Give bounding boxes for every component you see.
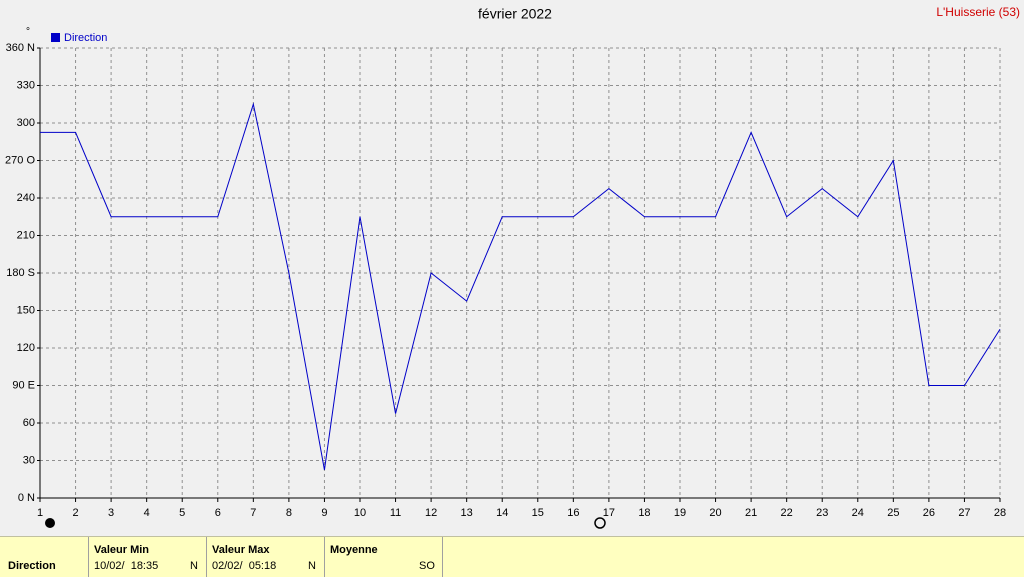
y-tick-label: 330	[17, 79, 35, 91]
summary-table: Direction Valeur Min 10/02/ 18:35 N Vale…	[0, 536, 1024, 577]
legend-swatch	[51, 33, 60, 42]
y-tick-label: 30	[23, 454, 35, 466]
row-label: Direction	[8, 560, 56, 572]
x-tick-label: 10	[354, 507, 366, 519]
x-tick-label: 14	[496, 507, 508, 519]
y-tick-label: 360 N	[6, 42, 35, 54]
col-header: Valeur Max	[212, 544, 270, 556]
x-tick-label: 26	[923, 507, 935, 519]
x-tick-label: 17	[603, 507, 615, 519]
location: L'Huisserie (53)	[936, 5, 1020, 19]
col-header: Moyenne	[330, 544, 378, 556]
x-tick-label: 28	[994, 507, 1006, 519]
legend-label: Direction	[64, 32, 107, 44]
x-tick-label: 3	[108, 507, 114, 519]
y-tick-label: 300	[17, 117, 35, 129]
x-tick-label: 13	[461, 507, 473, 519]
x-tick-label: 12	[425, 507, 437, 519]
x-tick-label: 19	[674, 507, 686, 519]
x-tick-label: 16	[567, 507, 579, 519]
x-tick-label: 18	[638, 507, 650, 519]
x-tick-label: 7	[250, 507, 256, 519]
x-tick-label: 23	[816, 507, 828, 519]
col-dir: N	[190, 560, 198, 572]
y-tick-label: 270 O	[5, 154, 35, 166]
data-line	[40, 102, 1001, 470]
y-unit: °	[26, 27, 30, 38]
col-value: 02/02/ 05:18	[212, 560, 277, 572]
x-tick-label: 5	[179, 507, 185, 519]
col-header: Valeur Min	[94, 544, 150, 556]
y-tick-label: 210	[17, 229, 35, 241]
x-tick-label: 6	[215, 507, 221, 519]
x-tick-label: 22	[781, 507, 793, 519]
col-dir: SO	[419, 560, 435, 572]
x-tick-label: 24	[852, 507, 864, 519]
x-tick-label: 20	[709, 507, 721, 519]
x-tick-label: 9	[321, 507, 327, 519]
separator	[88, 537, 89, 577]
separator	[324, 537, 325, 577]
col-value: 10/02/ 18:35	[94, 560, 159, 572]
y-tick-label: 90 E	[12, 379, 35, 391]
y-tick-label: 240	[17, 192, 35, 204]
y-tick-label: 150	[17, 304, 35, 316]
y-tick-label: 60	[23, 417, 35, 429]
x-tick-label: 2	[72, 507, 78, 519]
chart-title: février 2022	[478, 6, 552, 22]
y-tick-label: 120	[17, 342, 35, 354]
separator	[442, 537, 443, 577]
y-tick-label: 0 N	[18, 492, 35, 504]
x-tick-label: 8	[286, 507, 292, 519]
x-tick-label: 15	[532, 507, 544, 519]
separator	[206, 537, 207, 577]
x-tick-label: 11	[390, 507, 401, 519]
moon-icon	[45, 518, 55, 528]
chart: février 2022 L'Huisserie (53) ° 0 N 30 60 9…	[5, 5, 1020, 529]
x-tick-label: 25	[887, 507, 899, 519]
x-tick-label: 21	[745, 507, 757, 519]
y-tick-label: 180 S	[6, 267, 35, 279]
x-tick-label: 4	[144, 507, 150, 519]
x-tick-label: 1	[37, 507, 43, 519]
moon-icon	[594, 517, 606, 529]
x-tick-label: 27	[958, 507, 970, 519]
col-dir: N	[308, 560, 316, 572]
